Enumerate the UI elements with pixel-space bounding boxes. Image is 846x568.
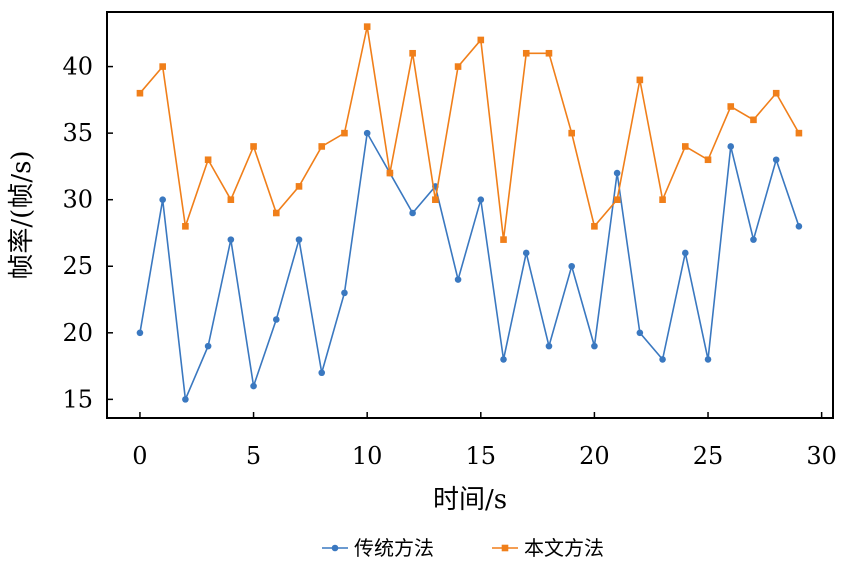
x-tick-label: 15	[466, 442, 497, 470]
data-point	[659, 356, 666, 363]
data-point	[250, 382, 257, 390]
data-point	[545, 49, 553, 57]
data-point	[500, 236, 507, 243]
legend-item: 本文方法	[492, 536, 604, 560]
legend-label: 传统方法	[354, 536, 434, 560]
data-point	[568, 262, 575, 270]
data-point	[250, 143, 257, 150]
y-tick-label: 40	[62, 53, 93, 81]
series-proposed	[136, 23, 803, 243]
y-axis-label: 帧率/(帧/s)	[7, 150, 37, 279]
data-point	[682, 249, 689, 257]
data-point	[750, 236, 757, 243]
x-tick-label: 30	[806, 442, 837, 470]
y-tick-label: 35	[62, 119, 93, 147]
y-tick-label: 15	[62, 385, 93, 413]
data-point	[341, 289, 348, 297]
data-point	[136, 89, 144, 97]
data-point	[477, 36, 485, 44]
data-point	[363, 129, 371, 137]
data-point	[272, 316, 280, 323]
data-point	[159, 196, 166, 203]
data-point	[727, 103, 735, 110]
y-tick-label: 25	[62, 252, 93, 280]
data-point	[613, 169, 621, 177]
y-tick-label: 20	[62, 319, 93, 347]
data-point	[750, 116, 757, 124]
data-point	[204, 156, 212, 164]
data-point	[318, 143, 326, 150]
series-traditional	[136, 129, 803, 403]
data-point	[386, 169, 394, 177]
data-point	[295, 236, 303, 243]
data-point	[454, 63, 462, 70]
series-line	[139, 26, 800, 240]
data-point	[454, 276, 462, 283]
data-point	[363, 23, 371, 30]
data-point	[682, 143, 689, 150]
data-point	[295, 183, 303, 190]
data-point	[522, 249, 530, 257]
y-tick-label: 30	[62, 186, 93, 214]
data-point	[568, 129, 575, 137]
data-point	[704, 356, 712, 363]
data-point	[409, 49, 416, 57]
data-point	[522, 49, 530, 57]
data-point	[636, 329, 644, 337]
x-tick-label: 5	[246, 442, 261, 470]
data-point	[795, 223, 803, 230]
data-point	[772, 156, 780, 164]
data-point	[204, 342, 212, 350]
data-point	[318, 369, 326, 377]
plot-frame	[106, 11, 834, 419]
data-point	[477, 196, 485, 203]
legend-label: 本文方法	[524, 536, 604, 560]
data-point	[772, 89, 780, 97]
series-line	[139, 130, 800, 403]
data-point	[227, 196, 235, 203]
data-point	[182, 223, 189, 230]
data-point	[432, 196, 439, 203]
data-point	[659, 196, 666, 203]
data-point	[591, 342, 598, 350]
data-point	[545, 342, 553, 350]
data-point	[159, 63, 166, 70]
legend-marker	[501, 544, 509, 552]
data-point	[409, 209, 416, 217]
data-point	[795, 129, 803, 137]
legend-marker	[331, 544, 339, 552]
data-point	[272, 209, 280, 217]
data-point	[182, 396, 189, 403]
data-point	[227, 236, 235, 243]
data-point	[636, 76, 644, 84]
x-tick-label: 25	[693, 442, 724, 470]
data-point	[704, 156, 712, 164]
data-point	[591, 223, 598, 230]
data-point	[727, 143, 735, 150]
data-point	[613, 196, 621, 203]
x-tick-label: 0	[132, 442, 147, 470]
legend-item: 传统方法	[322, 536, 434, 560]
x-axis-label: 时间/s	[433, 485, 507, 515]
data-point	[500, 356, 507, 363]
data-point	[136, 329, 144, 337]
x-tick-label: 20	[579, 442, 610, 470]
data-point	[341, 129, 348, 137]
x-tick-label: 10	[352, 442, 383, 470]
